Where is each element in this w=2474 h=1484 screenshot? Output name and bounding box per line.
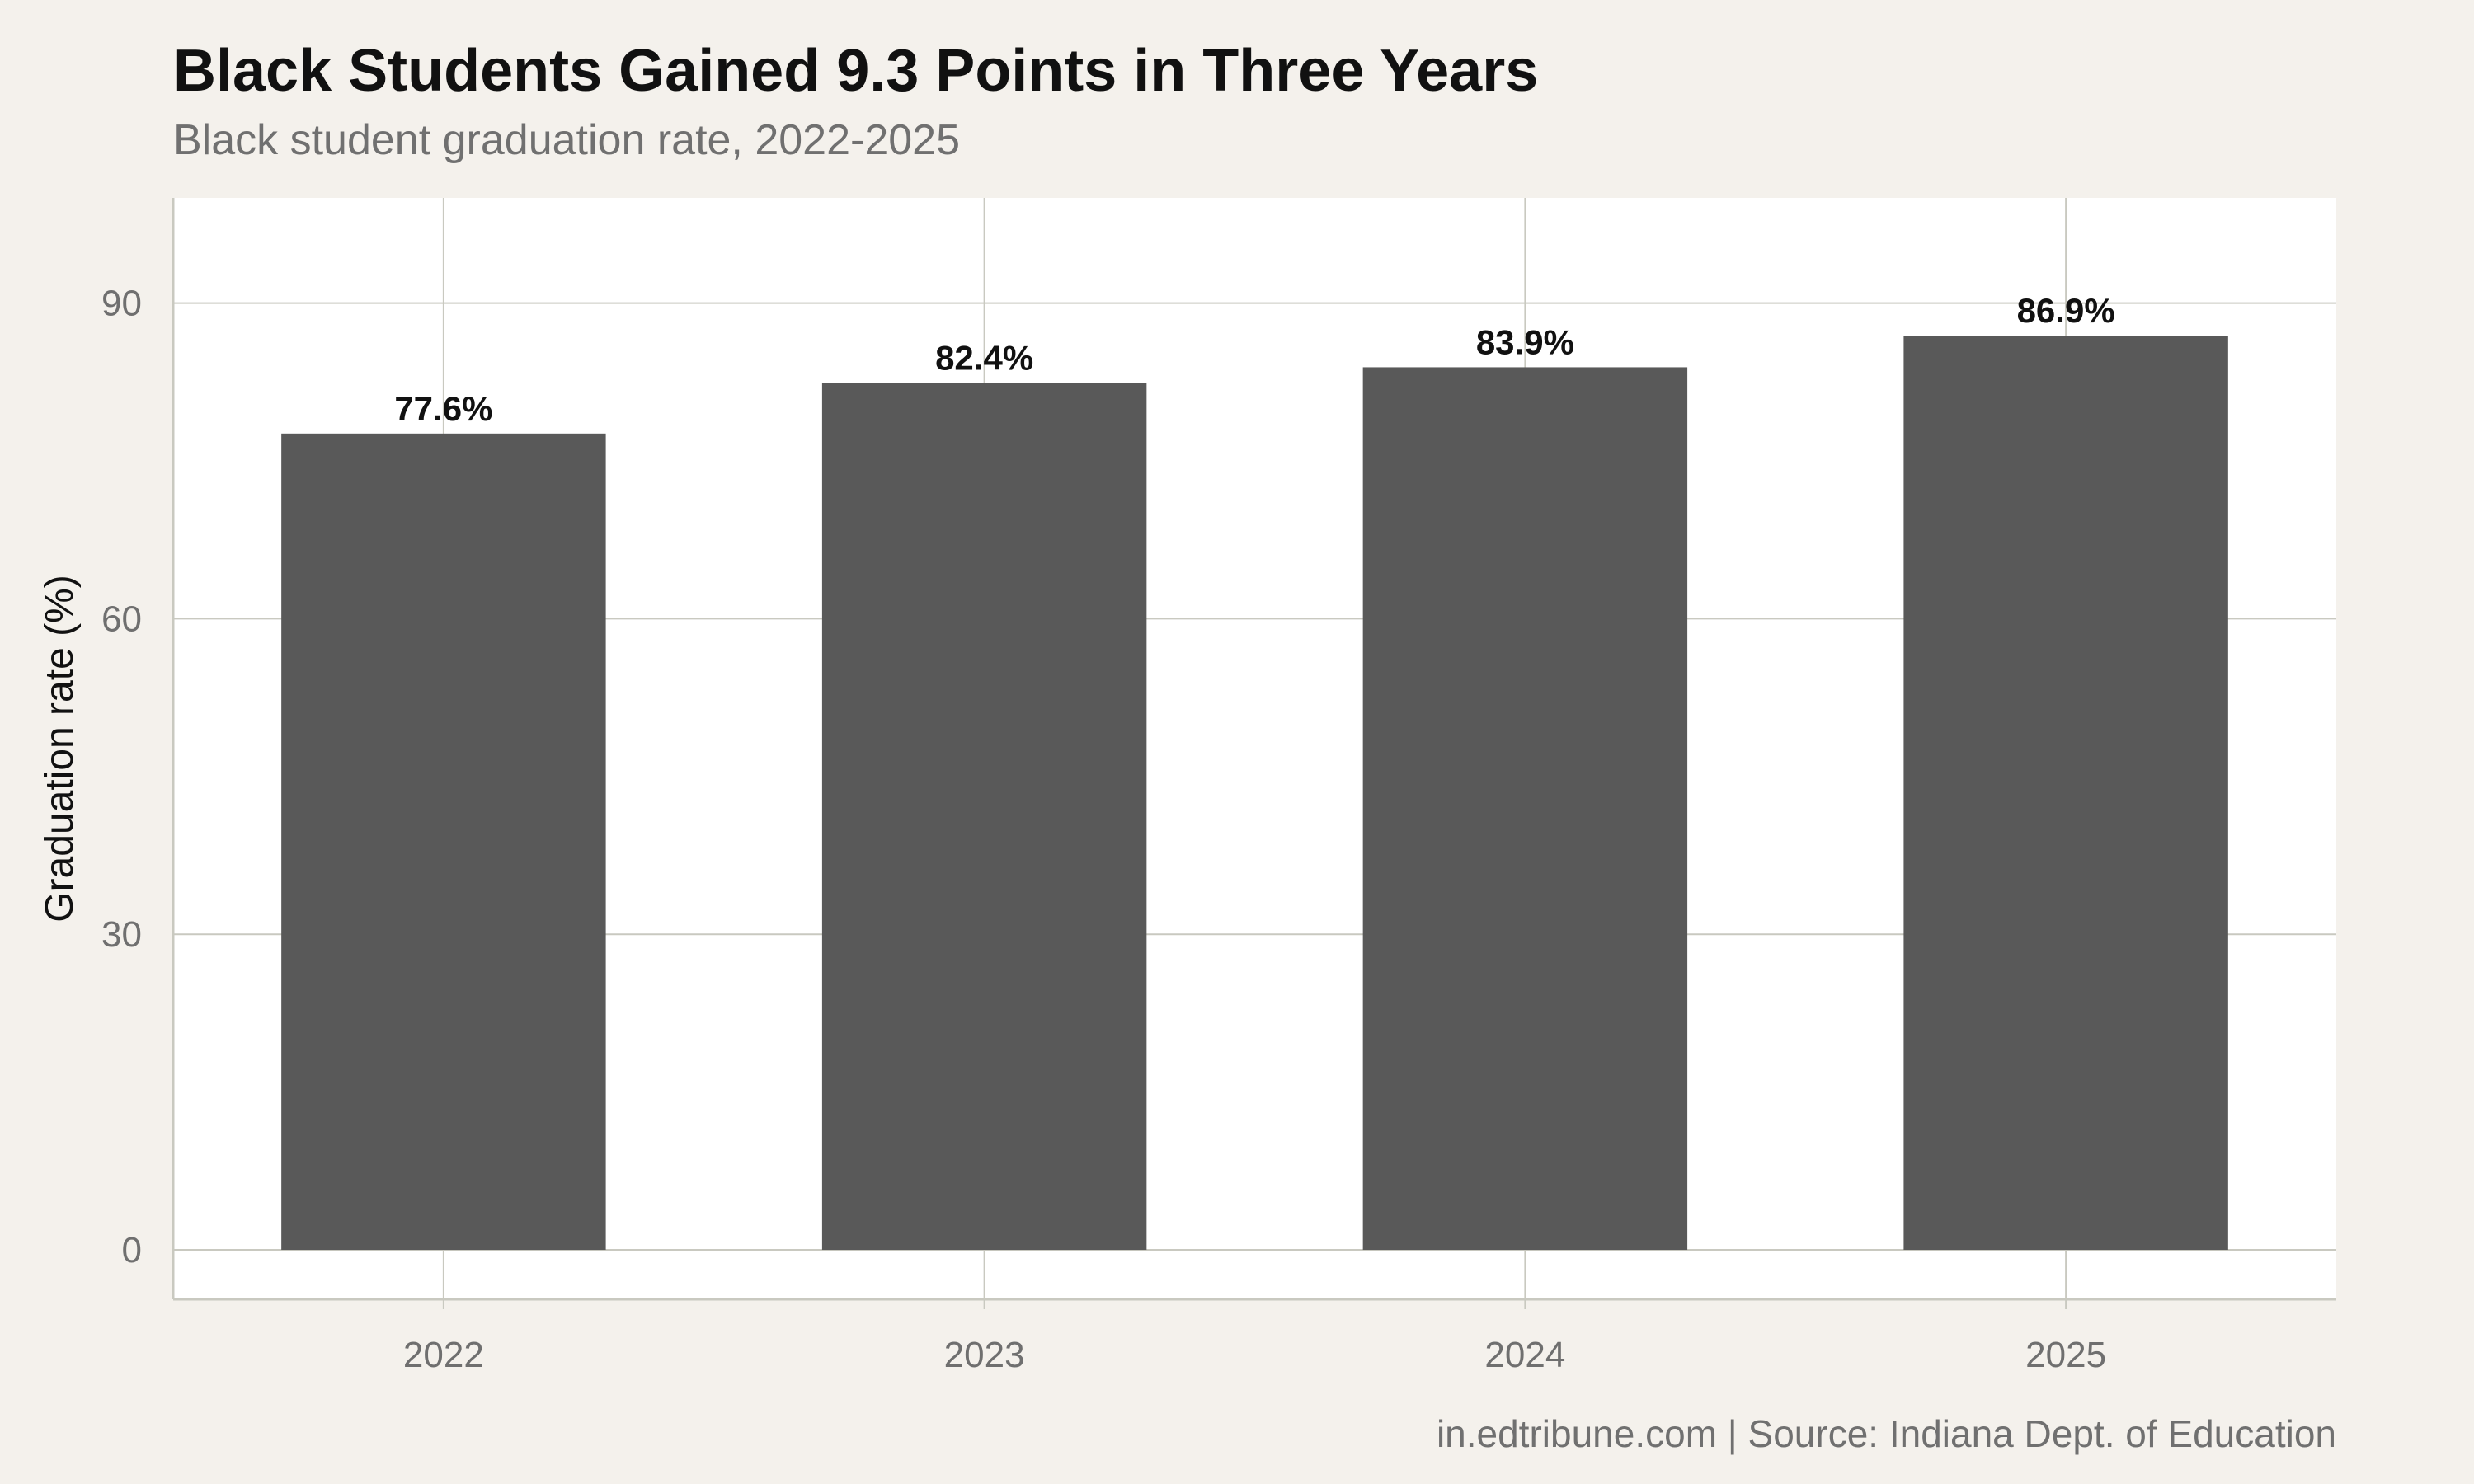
bar-2025 — [1903, 336, 2228, 1251]
bar-value-label: 83.9% — [1476, 322, 1574, 361]
chart-subtitle: Black student graduation rate, 2022-2025 — [173, 116, 961, 164]
source-caption: in.edtribune.com | Source: Indiana Dept.… — [1436, 1412, 2336, 1455]
x-tick-label: 2025 — [2025, 1335, 2106, 1375]
bar-layer — [281, 336, 2228, 1251]
bar-2023 — [821, 383, 1147, 1251]
x-tick-label: 2024 — [1484, 1335, 1565, 1375]
label-layer: 77.6% 82.4% 83.9% 86.9% — [394, 291, 2114, 428]
bar-value-label: 77.6% — [394, 389, 492, 428]
bar-2024 — [1362, 367, 1688, 1251]
axis-layer: 0 30 60 90 2022 2023 2024 2025 — [101, 198, 2336, 1375]
y-tick-label: 60 — [101, 599, 142, 639]
bar-value-label: 86.9% — [2017, 291, 2115, 330]
y-axis-title: Graduation rate (%) — [38, 575, 82, 923]
x-tick-label: 2023 — [944, 1335, 1025, 1375]
bar-value-label: 82.4% — [935, 339, 1033, 378]
x-tick-label: 2022 — [403, 1335, 484, 1375]
chart-title: Black Students Gained 9.3 Points in Thre… — [173, 38, 1539, 104]
bar-2022 — [281, 433, 606, 1251]
y-tick-label: 90 — [101, 284, 142, 324]
y-tick-label: 30 — [101, 914, 142, 955]
y-tick-label: 0 — [122, 1230, 142, 1270]
